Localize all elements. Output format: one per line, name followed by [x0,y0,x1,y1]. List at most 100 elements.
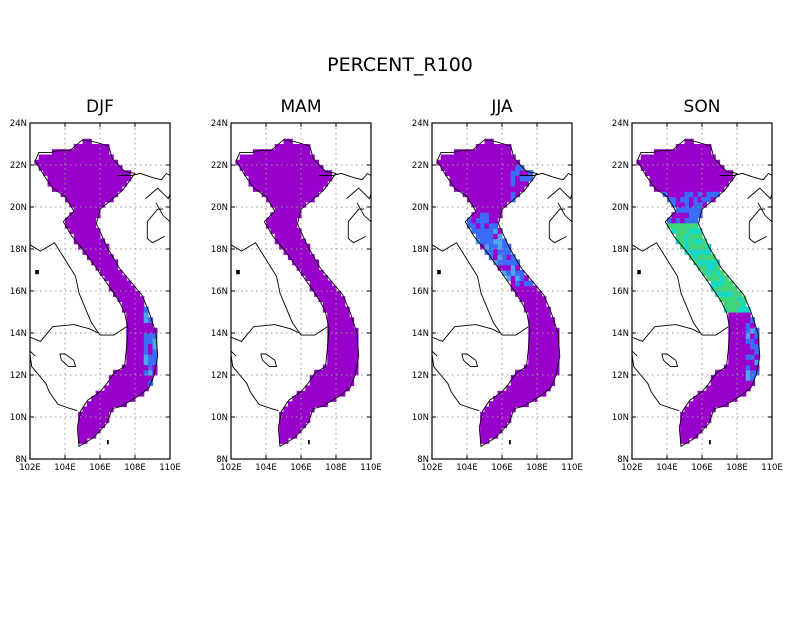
grid-cell [327,390,333,397]
coastline [145,187,170,200]
grid-cell [519,170,525,177]
grid-cell [305,149,311,156]
grid-cell [121,385,127,392]
grid-cell [715,385,721,392]
grid-cell [519,380,525,387]
grid-cell [688,217,694,224]
grid-cell [484,228,490,234]
coastline [748,208,768,244]
coastline [632,242,729,336]
grid-cell [528,396,534,402]
grid-cell [296,401,302,408]
grid-cell [95,417,101,423]
grid-cell [314,175,320,182]
grid-cell [126,390,132,397]
grid-cell [545,375,551,381]
grid-cell [327,285,333,292]
grid-cell [737,322,742,329]
grid-cell [519,275,525,282]
grid-cell [715,170,721,177]
grid-cell [287,217,293,224]
grid-cell [78,170,84,177]
grid-cell [287,411,293,418]
grid-cell [113,275,119,282]
grid-cell [318,165,324,171]
grid-cell [662,149,668,156]
grid-cell [78,191,84,198]
grid-cell [344,312,350,318]
grid-cell [702,270,707,276]
grid-cell [710,254,716,261]
grid-cell [113,180,119,187]
grid-cell [279,432,285,439]
grid-cell [108,285,114,292]
grid-cell [86,427,92,434]
grid-cell [139,385,145,392]
grid-cell [706,154,712,161]
grid-cell [458,149,464,156]
grid-cell [537,317,542,324]
grid-cell [519,296,525,303]
grid-cell [139,348,145,355]
grid-cell [502,417,507,423]
grid-cell [484,432,490,439]
lon-tick-label: 110E [360,463,382,473]
grid-cell [327,369,333,376]
grid-cell [745,338,751,345]
grid-cell [95,406,101,413]
grid-cell [73,159,79,166]
grid-cell [91,228,97,234]
grid-cell [69,222,75,229]
grid-cell [684,417,690,423]
grid-cell [287,175,293,182]
grid-cell [710,191,716,198]
grid-cell [493,411,499,418]
grid-cell [541,359,547,366]
grid-cell [305,249,311,255]
grid-cell [523,280,529,287]
grid-cell [91,243,97,250]
grid-cell [471,217,477,224]
grid-cell [688,165,694,171]
grid-cell [257,186,263,192]
grid-cell [336,348,341,355]
grid-cell [322,364,328,371]
grid-cell [283,406,289,413]
lat-tick-label: 14N [211,329,228,339]
grid-cell [502,270,507,276]
grid-cell [65,222,70,229]
grid-cell [719,270,725,276]
grid-cell [519,385,525,392]
grid-cell [95,254,101,261]
grid-cell [327,385,333,392]
grid-cell [95,390,101,397]
grid-cell [336,359,341,366]
grid-cell [497,170,503,177]
grid-cell [279,191,285,198]
grid-cell [309,390,315,397]
grid-cell [108,406,114,413]
grid-cell [710,264,716,271]
grid-cell [728,333,734,339]
grid-cell [113,191,119,198]
grid-cell [510,154,516,161]
grid-cell [126,354,132,360]
grid-cell [266,217,271,224]
grid-cell [697,243,703,250]
grid-cell [126,396,132,402]
grid-cell [550,327,556,334]
grid-cell [667,154,672,161]
grid-cell [710,259,716,266]
grid-cell [340,380,346,387]
grid-cell [541,322,547,329]
grid-cell [497,396,503,402]
grid-cell [100,249,105,255]
grid-cell [528,380,534,387]
lat-tick-label: 18N [412,245,429,255]
grid-cell [292,149,298,156]
grid-cell [510,385,516,392]
grid-cell [336,338,341,345]
grid-cell [541,312,547,318]
grid-cell [113,390,119,397]
grid-cell [710,170,716,177]
